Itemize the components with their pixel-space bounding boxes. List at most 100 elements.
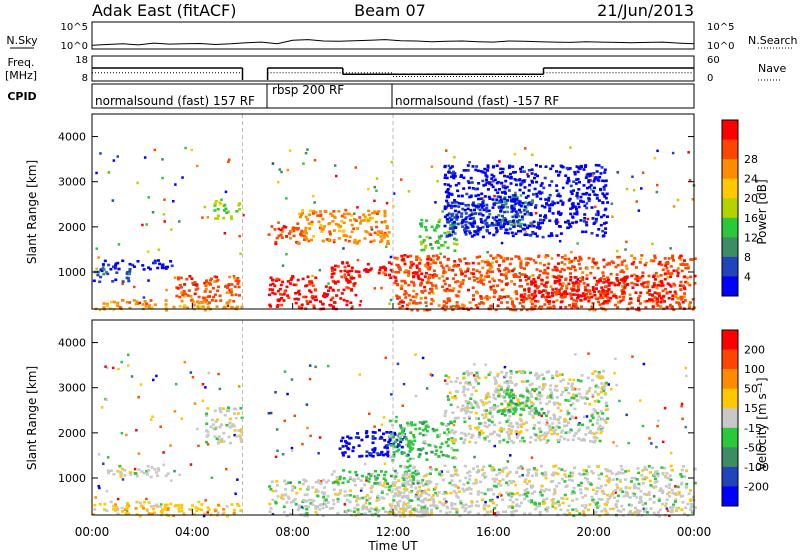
data-cell xyxy=(415,255,419,259)
data-cell xyxy=(530,199,534,202)
noise-cell xyxy=(681,417,684,421)
data-cell xyxy=(655,480,659,483)
data-cell xyxy=(680,475,684,478)
data-cell xyxy=(505,491,509,494)
data-cell xyxy=(204,284,208,287)
data-cell xyxy=(293,297,297,301)
noise-cell xyxy=(648,437,651,440)
data-cell xyxy=(543,431,547,435)
data-cell xyxy=(449,305,453,309)
data-cell xyxy=(294,503,298,506)
data-cell xyxy=(306,218,310,221)
data-cell xyxy=(605,404,609,408)
data-cell xyxy=(235,435,239,438)
data-cell xyxy=(284,488,288,491)
data-cell xyxy=(228,417,232,421)
data-cell xyxy=(391,444,395,448)
data-cell xyxy=(435,254,439,257)
noise-cell xyxy=(304,151,308,155)
data-cell xyxy=(269,487,273,491)
data-cell xyxy=(207,301,211,304)
data-cell xyxy=(431,427,435,431)
data-cell xyxy=(430,508,434,512)
data-cell xyxy=(528,296,532,300)
data-cell xyxy=(587,199,591,203)
data-cell xyxy=(525,421,529,424)
data-cell xyxy=(229,425,233,428)
data-cell xyxy=(643,502,647,505)
data-cell xyxy=(193,281,197,284)
data-cell xyxy=(581,292,585,295)
data-cell xyxy=(609,469,613,473)
data-cell xyxy=(567,411,571,415)
data-cell xyxy=(555,396,559,399)
data-cell xyxy=(466,164,470,167)
data-cell xyxy=(404,269,408,272)
noise-cell xyxy=(97,484,101,488)
data-cell xyxy=(325,294,329,298)
data-cell xyxy=(523,288,527,291)
data-cell xyxy=(350,269,354,273)
data-cell xyxy=(625,490,629,494)
data-cell xyxy=(387,440,391,444)
data-cell xyxy=(491,206,495,209)
data-cell xyxy=(540,373,544,376)
data-cell xyxy=(676,485,680,489)
data-cell xyxy=(661,295,665,298)
data-cell xyxy=(418,485,422,489)
data-cell xyxy=(518,466,522,470)
data-cell xyxy=(592,172,596,175)
data-cell xyxy=(519,259,523,263)
data-cell xyxy=(595,421,599,425)
data-cell xyxy=(338,492,342,495)
data-cell xyxy=(688,301,692,304)
data-cell xyxy=(353,478,357,481)
data-cell xyxy=(587,256,591,260)
data-cell xyxy=(492,233,496,237)
data-cell xyxy=(472,272,476,275)
data-cell xyxy=(309,498,313,502)
data-cell xyxy=(445,199,449,203)
data-cell xyxy=(579,488,583,491)
data-cell xyxy=(463,509,467,513)
data-cell xyxy=(595,287,599,290)
data-cell xyxy=(209,425,213,428)
data-cell xyxy=(498,171,502,175)
data-cell xyxy=(346,281,350,284)
data-cell xyxy=(567,257,571,261)
noise-cell xyxy=(514,191,517,195)
data-cell xyxy=(573,276,577,279)
colorbar-tick-label: 4 xyxy=(744,270,751,283)
data-cell xyxy=(374,508,378,512)
data-cell xyxy=(405,454,409,458)
data-cell xyxy=(615,296,619,300)
data-cell xyxy=(504,282,508,286)
data-cell xyxy=(268,288,272,291)
data-cell xyxy=(455,301,459,304)
data-cell xyxy=(443,164,447,168)
data-cell xyxy=(456,280,460,283)
data-cell xyxy=(648,471,652,474)
data-cell xyxy=(542,498,546,502)
data-cell xyxy=(563,295,567,299)
noise-cell xyxy=(290,378,294,381)
data-cell xyxy=(518,301,522,305)
data-cell xyxy=(568,197,572,201)
data-cell xyxy=(368,508,372,512)
data-cell xyxy=(367,480,371,483)
data-cell xyxy=(163,508,167,511)
data-cell xyxy=(571,221,575,225)
data-cell xyxy=(655,470,659,473)
data-cell xyxy=(312,209,316,213)
data-cell xyxy=(114,503,118,506)
data-cell xyxy=(412,281,416,284)
data-cell xyxy=(563,420,567,423)
data-cell xyxy=(371,448,375,451)
data-cell xyxy=(514,504,518,508)
data-cell xyxy=(295,491,299,495)
data-cell xyxy=(522,191,526,195)
data-cell xyxy=(532,402,536,405)
noise-cell xyxy=(201,399,205,403)
data-cell xyxy=(582,220,586,223)
data-cell xyxy=(206,506,210,509)
